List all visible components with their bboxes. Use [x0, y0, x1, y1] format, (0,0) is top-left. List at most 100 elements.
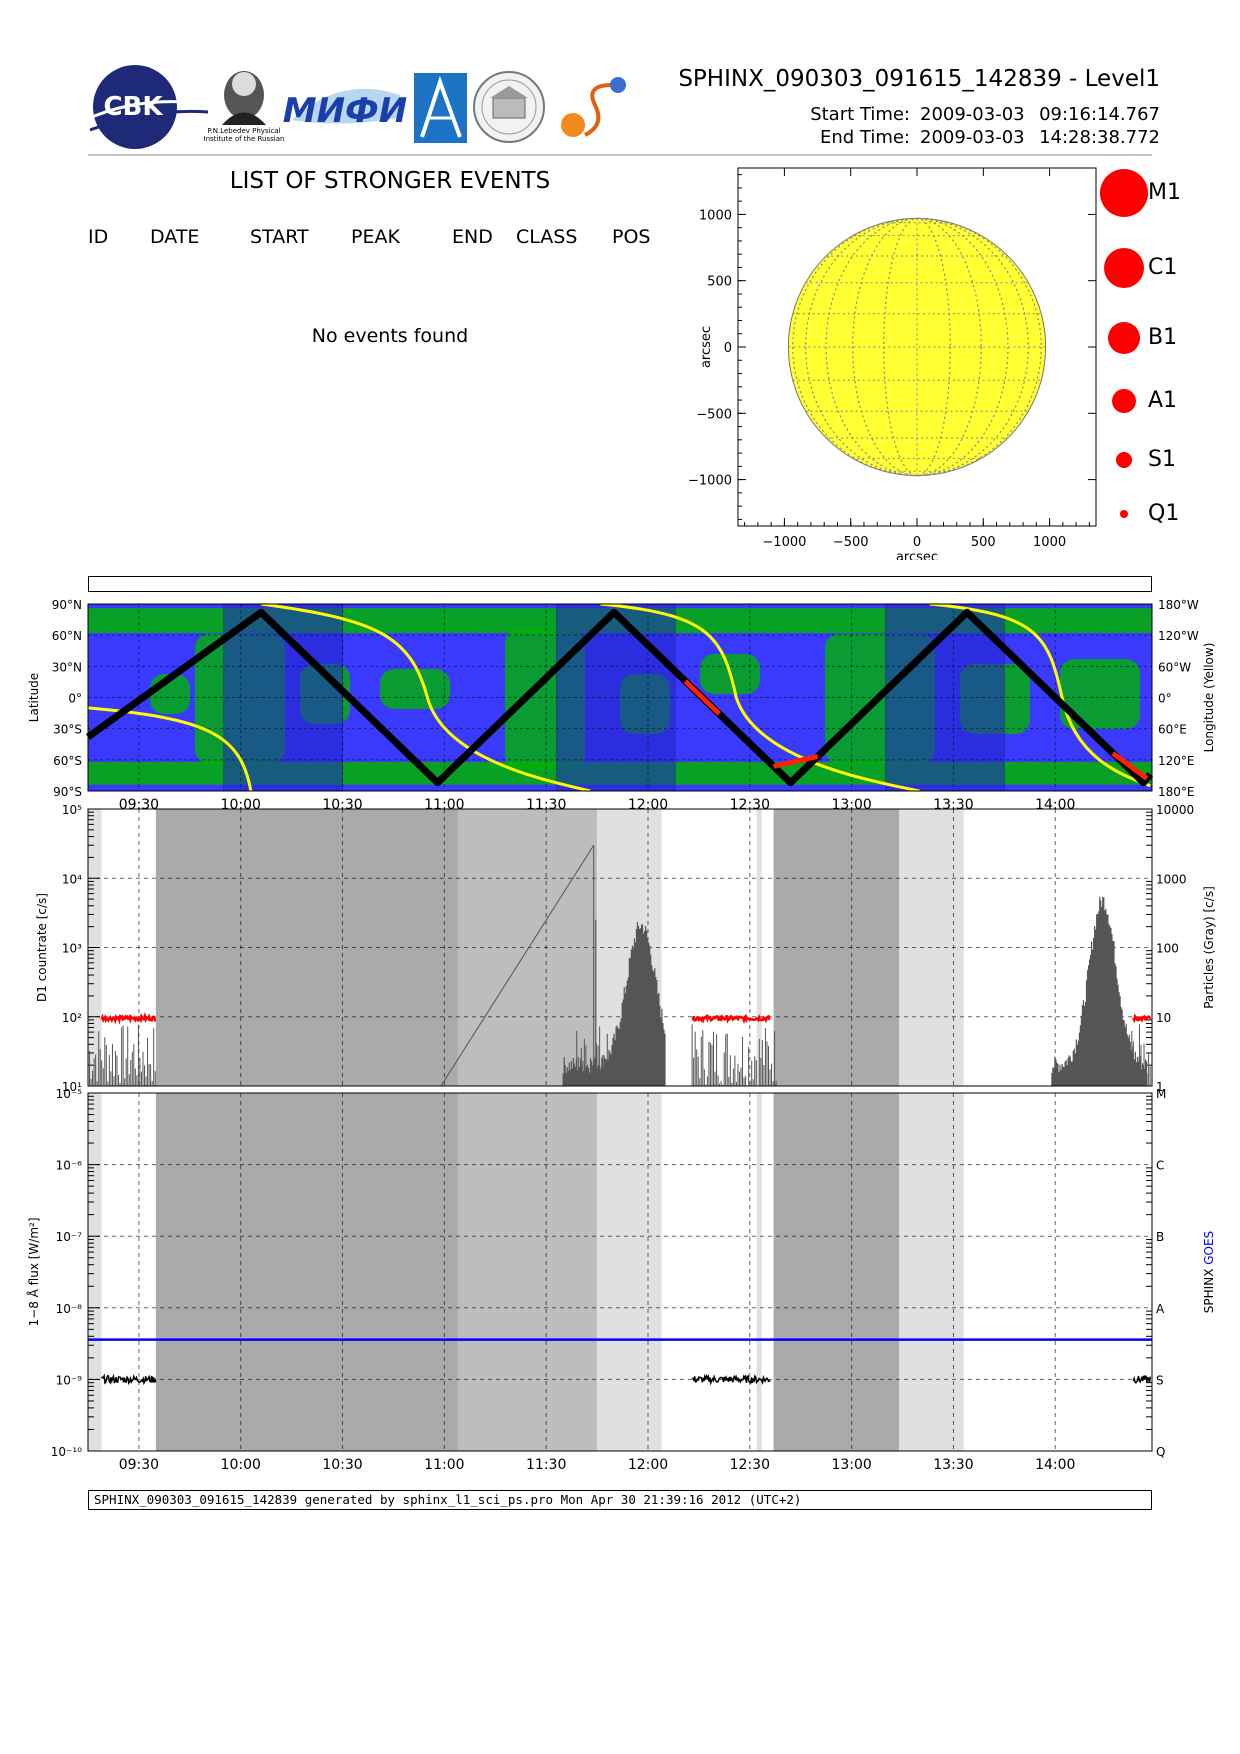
start-time: 09:16:14.767 [1039, 104, 1160, 125]
flux-y-tick-label: 10⁻¹⁰ [51, 1445, 82, 1459]
counts-right-tick-label: 100 [1156, 942, 1179, 956]
orbit-lon-tick-label: 120°W [1158, 629, 1199, 643]
start-date: 2009-03-03 [920, 104, 1025, 125]
saa-track-segment [773, 754, 819, 769]
sun-y-tick-label: −1000 [688, 474, 732, 489]
orbit-lon-tick-label: 60°W [1158, 660, 1191, 674]
flux-y-tick-label: 10⁻⁶ [56, 1159, 83, 1173]
s-logo [561, 77, 626, 137]
orbit-lon-tick-label: 0° [1158, 692, 1172, 706]
sphinx-label: SPHINX [1202, 1265, 1216, 1313]
goes-label: GOES [1202, 1231, 1216, 1265]
d1-counts-series [1132, 1013, 1152, 1024]
orbit-lon-tick-label: 180°E [1158, 785, 1195, 799]
counts-right-tick-label: 10 [1156, 1011, 1171, 1025]
flux-right-tick-label: B [1156, 1230, 1164, 1244]
sun-x-tick-label: −1000 [762, 535, 806, 550]
counts-y-tick-label: 10¹ [62, 1080, 82, 1094]
svg-text:Institute of the Russian: Institute of the Russian [204, 135, 285, 143]
sun-x-tick-label: 1000 [1033, 535, 1066, 550]
counts-y-tick-label: 10⁵ [62, 803, 82, 817]
orbit-lon-tick-label: 60°E [1158, 723, 1187, 737]
sphinx-flux-series [691, 1373, 771, 1386]
flux-x-tick-label: 10:30 [322, 1457, 362, 1473]
sun-x-tick-label: −500 [833, 535, 869, 550]
continent-patch [380, 669, 450, 709]
flux-y-tick-label: 10⁻⁸ [56, 1302, 83, 1316]
svg-text:CBK: CBK [103, 92, 163, 122]
eclipse-shade [899, 1093, 964, 1451]
legend-dot-s1 [1116, 452, 1132, 468]
a-logo [414, 73, 467, 143]
col-peak: PEAK [351, 226, 400, 248]
flux-x-tick-label: 14:00 [1035, 1457, 1075, 1473]
saa-track-segment [1111, 751, 1149, 781]
eclipse-shade [756, 809, 762, 1086]
eclipse-shade [773, 1093, 900, 1451]
legend-a1: A1 [1148, 388, 1178, 413]
svg-text:МИФИ: МИФИ [283, 91, 407, 131]
legend-dot-b1 [1108, 322, 1140, 354]
orbit-lat-axis-label: Latitude [27, 673, 41, 722]
orbit-lat-tick-label: 90°S [53, 785, 82, 799]
flux-right-tick-label: C [1156, 1159, 1164, 1173]
orbit-lon-tick-label: 180°W [1158, 598, 1199, 612]
end-label: End Time: [819, 127, 910, 148]
eclipse-shade [457, 1093, 598, 1451]
flux-x-tick-label: 09:30 [119, 1457, 159, 1473]
flux-right-axis-label: SPHINX GOES [1202, 1231, 1216, 1313]
longitude-curve [600, 602, 920, 793]
sun-x-axis-label: arcsec [896, 550, 938, 560]
end-time-row: End Time: 2009-03-03 14:28:38.772 [790, 127, 1160, 149]
flux-right-tick-label: S [1156, 1373, 1164, 1387]
flux-right-tick-label: A [1156, 1302, 1165, 1316]
eclipse-shade [756, 1093, 762, 1451]
col-id: ID [88, 226, 109, 248]
sun-y-tick-label: −500 [696, 407, 732, 422]
flux-x-tick-label: 12:00 [628, 1457, 668, 1473]
flux-frame [87, 1092, 1153, 1452]
flux-x-tick-label: 13:30 [933, 1457, 973, 1473]
status-bar [88, 576, 1152, 592]
flux-x-tick-label: 11:00 [424, 1457, 464, 1473]
legend-m1: M1 [1148, 180, 1181, 205]
sun-disk-chart: −1000 −500 0 500 1000 1000 500 0 −500 −1000 arcsec… [688, 167, 1097, 560]
sun-longitude-line [792, 217, 1042, 477]
time-series-panels: 90°N 180°W 60°N 120°W 30°N 60°W 0° 0° 30°S 60°E 60… [26, 598, 1216, 1473]
orbit-lat-tick-label: 30°N [52, 660, 82, 674]
flux-x-tick-label: 10:00 [221, 1457, 261, 1473]
lebedev-logo: P.N.Lebedev Physical Institute of the Ru… [204, 71, 285, 143]
counts-right-tick-label: 1000 [1156, 872, 1187, 886]
cbk-logo: CBK [84, 65, 209, 149]
col-date: DATE [150, 226, 200, 248]
counts-right-tick-label: 10000 [1156, 803, 1194, 817]
events-title: LIST OF STRONGER EVENTS [229, 168, 551, 194]
sphinx-flux-series [1132, 1374, 1152, 1384]
legend-c1: C1 [1148, 255, 1178, 280]
legend-dot-q1 [1120, 510, 1128, 518]
continent-patch [1060, 659, 1140, 729]
mifi-logo: МИФИ [283, 88, 407, 131]
counts-right-tick-label: 1 [1156, 1080, 1164, 1094]
longitude-curve [929, 602, 1151, 788]
legend-q1: Q1 [1148, 501, 1180, 526]
sun-y-tick-label: 0 [724, 341, 732, 356]
header-title: SPHINX_090303_091615_142839 - Level1 [678, 66, 1160, 92]
legend-dot-m1 [1100, 169, 1148, 217]
legend-b1: B1 [1148, 325, 1178, 350]
orbit-lat-tick-label: 90°N [52, 598, 82, 612]
footer-text: SPHINX_090303_091615_142839 generated by… [94, 1492, 802, 1507]
no-events-message: No events found [311, 325, 469, 347]
saa-track-segment [683, 679, 722, 716]
col-start: START [250, 226, 309, 248]
end-date: 2009-03-03 [920, 127, 1025, 148]
counts-y-axis-label: D1 countrate [c/s] [35, 893, 49, 1002]
seal-logo [473, 71, 545, 143]
counts-y-tick-label: 10³ [62, 942, 82, 956]
sun-x-tick-label: 0 [913, 535, 921, 550]
orbit-lon-axis-label: Longitude (Yellow) [1202, 643, 1216, 753]
particles-bump [1051, 896, 1148, 1086]
orbit-lat-tick-label: 60°N [52, 629, 82, 643]
col-end: END [452, 226, 493, 248]
flux-y-tick-label: 10⁻⁹ [56, 1373, 83, 1387]
